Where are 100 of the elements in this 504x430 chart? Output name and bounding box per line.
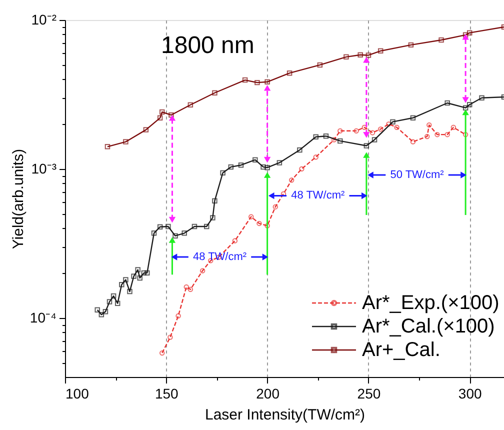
point: [444, 100, 450, 106]
annotation: 1800 nm: [161, 32, 254, 59]
point: [238, 162, 244, 168]
point: [242, 77, 248, 83]
point: [143, 127, 149, 132]
point: [299, 166, 304, 172]
point: [410, 139, 416, 144]
point: [323, 133, 329, 139]
point: [444, 132, 450, 138]
point: [317, 62, 323, 68]
point: [410, 115, 416, 121]
point: [188, 102, 194, 108]
point: [228, 164, 234, 170]
point: [159, 109, 165, 115]
point: [157, 224, 163, 230]
point: [313, 154, 318, 160]
point: [260, 164, 266, 170]
point: [168, 334, 173, 340]
point: [370, 130, 376, 136]
point: [232, 238, 238, 244]
point: [466, 30, 472, 36]
point: [272, 204, 278, 210]
point: [344, 54, 349, 60]
point: [141, 270, 147, 276]
point: [366, 52, 372, 58]
point: [408, 42, 414, 48]
point: [210, 215, 216, 220]
point: [144, 270, 150, 276]
point: [252, 157, 258, 162]
point: [362, 124, 368, 130]
point: [286, 70, 292, 76]
x-tick-label: 300: [458, 386, 482, 402]
x-tick-label: 100: [66, 386, 90, 402]
point: [119, 282, 124, 288]
point: [288, 178, 294, 183]
point: [127, 288, 132, 294]
point: [331, 137, 337, 142]
point: [248, 214, 254, 220]
point: [256, 220, 262, 226]
point: [424, 134, 430, 140]
point: [434, 132, 440, 138]
point: [159, 350, 165, 356]
point: [151, 230, 157, 236]
line-series: [94, 94, 504, 318]
point: [131, 274, 136, 279]
point: [479, 95, 484, 100]
y-tick-label: 10⁻⁴: [30, 309, 56, 326]
point: [390, 119, 396, 124]
point: [98, 312, 104, 318]
point: [264, 223, 270, 228]
x-tick-label: 150: [154, 386, 179, 402]
point: [176, 313, 181, 318]
point: [102, 308, 108, 314]
point: [212, 198, 218, 204]
point: [386, 121, 392, 127]
point: [182, 230, 187, 236]
point: [378, 126, 384, 132]
point: [313, 134, 318, 140]
point: [264, 79, 270, 85]
point: [192, 224, 198, 230]
point: [157, 115, 163, 121]
point: [338, 138, 343, 144]
point: [462, 105, 468, 110]
point: [184, 284, 190, 290]
legend-label: Ar+_Cal.: [362, 339, 440, 361]
y-tick-label: 10⁻³: [31, 160, 57, 176]
x-axis-title: Laser Intensity(TW/cm²): [204, 406, 366, 424]
point: [172, 233, 178, 238]
point: [114, 300, 120, 306]
y-tick-label: 10⁻²: [31, 12, 57, 28]
y-axis-title: Yield(arb.units): [10, 148, 27, 250]
annotation: 48 TW/cm²: [291, 190, 346, 202]
point: [123, 139, 128, 144]
point: [254, 80, 260, 86]
point: [378, 48, 384, 54]
point: [104, 144, 110, 150]
legend-label: Ar*_Cal.(×100): [362, 316, 495, 338]
point: [168, 112, 174, 118]
point: [394, 124, 400, 130]
point: [137, 275, 142, 281]
point: [188, 286, 194, 292]
point: [297, 147, 302, 153]
point: [264, 164, 270, 170]
point: [166, 224, 171, 230]
point: [204, 224, 210, 230]
point: [276, 160, 282, 166]
point: [135, 267, 140, 272]
point: [338, 128, 343, 134]
point: [106, 299, 112, 304]
point: [372, 137, 378, 142]
point: [200, 268, 206, 274]
point: [462, 132, 468, 138]
point: [358, 52, 363, 58]
x-tick-label: 200: [256, 386, 280, 402]
point: [94, 307, 100, 312]
point: [212, 90, 218, 96]
point: [426, 122, 432, 128]
point: [438, 37, 444, 43]
point: [466, 102, 472, 108]
legend-label: Ar*_Exp.(×100): [362, 292, 500, 314]
